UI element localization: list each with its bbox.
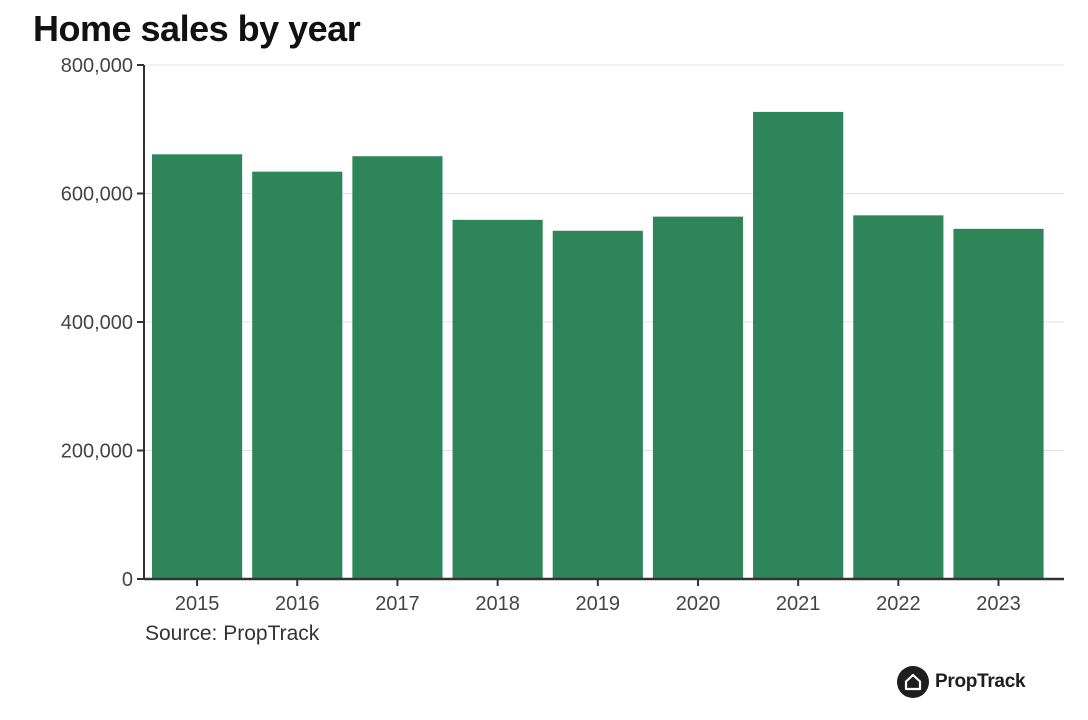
x-tick-label-2016: 2016: [275, 593, 320, 615]
x-tick-label-2021: 2021: [776, 593, 821, 615]
bar-2018: [452, 219, 543, 579]
x-tick-label-2020: 2020: [676, 593, 721, 615]
brand-name: PropTrack: [935, 671, 1026, 692]
x-tick-label-2015: 2015: [175, 593, 220, 615]
y-tick-label: 200,000: [61, 441, 133, 463]
source-note: Source: PropTrack: [145, 622, 320, 645]
bar-2015: [152, 154, 243, 579]
proptrack-logo: PropTrack: [897, 666, 1026, 698]
y-tick-label: 600,000: [61, 184, 133, 206]
chart-title: Home sales by year: [33, 8, 361, 49]
bar-2023: [953, 228, 1044, 579]
bar-2020: [652, 216, 744, 579]
x-tick-label-2022: 2022: [876, 593, 921, 615]
tick-labels: 0 200,000 400,000 600,000 800,000 2015 2016 201…: [61, 55, 1021, 615]
house-icon: [897, 666, 929, 698]
y-tick-label: 400,000: [61, 312, 133, 334]
y-tick-label: 800,000: [61, 55, 133, 77]
x-tick-label-2017: 2017: [375, 593, 420, 615]
x-tick-label-2018: 2018: [475, 593, 520, 615]
bar-2021: [753, 111, 844, 579]
x-tick-label-2019: 2019: [576, 593, 621, 615]
axes: [137, 64, 1064, 586]
bar-2022: [853, 215, 944, 579]
x-tick-label-2023: 2023: [976, 593, 1021, 615]
bar-2019: [552, 230, 643, 579]
bar-2017: [352, 156, 443, 580]
y-tick-label: 0: [122, 569, 133, 591]
bars: [152, 111, 1044, 580]
bar-2016: [252, 171, 343, 579]
